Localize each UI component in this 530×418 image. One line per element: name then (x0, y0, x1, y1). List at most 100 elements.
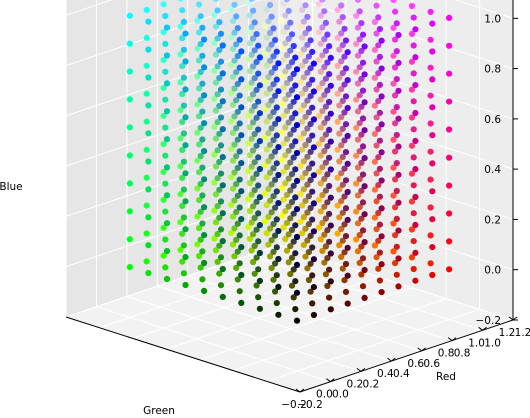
scatter-point (194, 45, 201, 52)
scatter-point (272, 176, 279, 183)
scatter-point (412, 137, 419, 144)
scatter-point (395, 255, 402, 262)
scatter-point (229, 213, 237, 220)
scatter-point (256, 222, 263, 229)
scatter-point (302, 253, 309, 260)
scatter-point (251, 187, 258, 194)
scatter-point (354, 220, 362, 227)
scatter-point (316, 28, 323, 36)
scatter-point (219, 265, 226, 273)
scatter-point (182, 86, 189, 93)
scatter-point (262, 134, 269, 141)
scatter-point (145, 102, 152, 109)
scatter-point (231, 85, 238, 92)
scatter-point (376, 109, 383, 116)
grid-line (65, 0, 113, 16)
scatter-point (231, 169, 238, 176)
blue-tick-label: 0.8 (484, 64, 501, 76)
scatter-point (268, 209, 275, 216)
scatter-point (376, 53, 383, 61)
scatter-point (197, 41, 204, 48)
scatter-point (262, 106, 269, 113)
scatter-point (344, 160, 351, 167)
scatter-point (214, 119, 221, 126)
scatter-point (229, 73, 237, 80)
right-pane (66, 0, 279, 317)
scatter-point (373, 254, 380, 261)
scatter-point (256, 138, 263, 145)
scatter-point (231, 197, 238, 204)
scatter-point (273, 48, 280, 55)
scatter-point (182, 198, 189, 205)
grid-line (248, 254, 483, 331)
scatter-point (265, 46, 272, 53)
scatter-point (194, 185, 201, 192)
green-tick-label: 0.6 (407, 358, 424, 370)
scatter-point (272, 92, 279, 99)
scatter-point (287, 47, 294, 54)
scatter-point (393, 20, 400, 27)
scatter-point (282, 68, 289, 75)
scatter-point (354, 52, 362, 59)
scatter-point (378, 121, 385, 128)
scatter-point (182, 226, 189, 233)
scatter-point (334, 146, 341, 153)
scatter-point (373, 114, 380, 121)
scatter-point (338, 225, 345, 233)
scatter-point (334, 34, 341, 42)
scatter-point (246, 235, 253, 242)
scatter-point (236, 260, 243, 267)
scatter-point (278, 184, 286, 191)
scatter-point (427, 36, 434, 43)
scatter-point (283, 107, 291, 114)
scatter-point (341, 137, 348, 144)
scatter-point (248, 107, 255, 114)
scatter-point (358, 243, 365, 250)
scatter-point (302, 113, 309, 120)
scatter-point (322, 215, 329, 222)
scatter-point (361, 183, 368, 190)
scatter-point (177, 191, 184, 198)
scatter-point (307, 120, 314, 128)
scatter-point (283, 52, 291, 59)
scatter-point (272, 288, 279, 295)
scatter-point (126, 236, 133, 243)
scatter-point (338, 170, 345, 177)
scatter-point (309, 104, 316, 111)
scatter-point (375, 42, 382, 49)
scatter-point (143, 62, 150, 69)
scatter-point (299, 146, 306, 153)
scatter-point (160, 168, 167, 176)
scatter-point (292, 278, 299, 285)
scatter-point (361, 99, 368, 106)
scatter-point (270, 193, 277, 200)
scatter-point (246, 95, 253, 103)
scatter-point (163, 80, 171, 87)
scatter-point (319, 219, 326, 227)
scatter-point (270, 53, 277, 60)
x-axis-label: Red (436, 371, 456, 383)
scatter-point (392, 204, 399, 211)
scatter-point (412, 277, 419, 284)
scatter-point (304, 69, 311, 76)
scatter-point (321, 63, 328, 71)
scatter-point (305, 193, 312, 200)
scatter-point (270, 165, 277, 172)
scatter-point (395, 143, 402, 150)
scatter-point (288, 198, 296, 206)
scatter-point (160, 112, 167, 119)
scatter-point (268, 181, 275, 188)
scatter-point (371, 242, 378, 249)
scatter-point (393, 104, 400, 111)
scatter-point (310, 88, 317, 95)
scatter-point (410, 42, 417, 49)
scatter-point (256, 277, 263, 284)
scatter-point (446, 98, 453, 105)
scatter-point (290, 238, 297, 245)
green-tick-label: 1.2 (499, 327, 516, 339)
scatter-point (307, 288, 314, 295)
scatter-point (201, 287, 208, 294)
scatter-point (234, 248, 241, 255)
scatter-point (305, 276, 312, 284)
scatter-point (304, 13, 311, 20)
